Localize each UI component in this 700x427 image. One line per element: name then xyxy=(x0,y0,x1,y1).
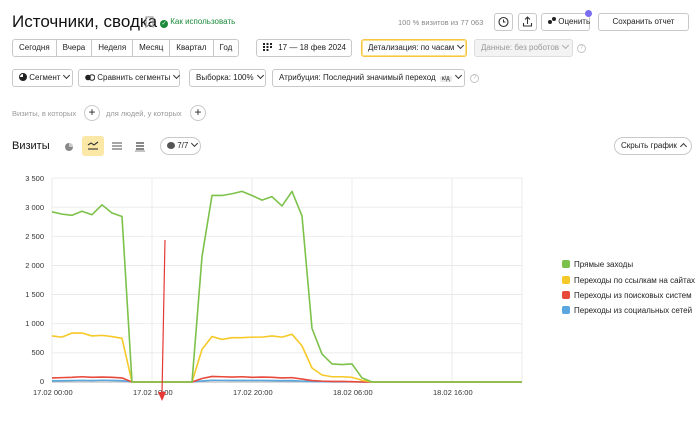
annotation-arrowhead xyxy=(158,392,166,401)
legend-swatch xyxy=(562,260,570,268)
calendar-icon xyxy=(263,41,272,51)
bar-chart-type-icon[interactable] xyxy=(134,140,146,152)
add-visits-condition-button[interactable]: + xyxy=(84,105,100,121)
how-to-use-link[interactable]: ✓ Как использовать xyxy=(160,17,236,28)
period-week[interactable]: Неделя xyxy=(92,40,134,56)
export-button[interactable] xyxy=(518,13,537,31)
line-chart-type-icon[interactable] xyxy=(82,136,104,156)
page-title: Источники, сводка xyxy=(12,12,158,31)
period-today[interactable]: Сегодня xyxy=(13,40,57,56)
info-check-icon: ✓ xyxy=(160,20,168,28)
x-tick-label: 18.02 06:00 xyxy=(333,388,373,397)
y-tick-label: 2 500 xyxy=(25,232,44,241)
series-line-0 xyxy=(51,190,522,383)
people-condition-label: для людей, у которых xyxy=(106,109,182,118)
compare-icon xyxy=(85,71,96,81)
period-month[interactable]: Месяц xyxy=(133,40,171,56)
segment-dropdown[interactable]: Сегмент xyxy=(12,69,73,87)
legend-social-networks[interactable]: Переходы из социальных сетей xyxy=(562,306,692,316)
period-yesterday[interactable]: Вчера xyxy=(57,40,93,56)
y-tick-label: 3 000 xyxy=(25,203,44,212)
sample-dropdown[interactable]: Выборка: 100% xyxy=(189,69,266,87)
y-tick-label: 2 000 xyxy=(25,261,44,270)
y-tick-label: 1 000 xyxy=(25,319,44,328)
legend-search-engines[interactable]: Переходы из поисковых систем xyxy=(562,291,692,301)
legend-link-referrals[interactable]: Переходы по ссылкам на сайтах xyxy=(562,276,695,286)
y-tick-label: 500 xyxy=(31,348,44,357)
bookmark-icon[interactable] xyxy=(145,16,154,28)
period-year[interactable]: Год xyxy=(219,43,233,52)
detail-dropdown[interactable]: Детализация: по часам xyxy=(361,39,467,57)
area-chart-type-icon[interactable] xyxy=(111,140,123,152)
period-quarter[interactable]: Квартал xyxy=(170,40,214,56)
visits-share: 100 % визитов из 77 063 xyxy=(398,18,484,27)
x-tick-label: 17.02 00:00 xyxy=(33,388,73,397)
visits-condition-label: Визиты, в которых xyxy=(12,109,77,118)
y-tick-label: 3 500 xyxy=(25,174,44,183)
help-icon[interactable]: ? xyxy=(577,44,586,53)
upload-icon xyxy=(522,16,533,27)
rate-dots-icon xyxy=(548,17,556,25)
comment-icon xyxy=(167,142,175,149)
pie-chart-type-icon[interactable] xyxy=(62,140,76,154)
data-filter-dropdown[interactable]: Данные: без роботов xyxy=(474,39,573,57)
notification-dot xyxy=(585,10,592,17)
clock-icon xyxy=(498,16,509,28)
history-button[interactable] xyxy=(494,13,513,31)
period-selector: Сегодня Вчера Неделя Месяц Квартал Год xyxy=(12,39,240,57)
rate-button[interactable]: Оценить xyxy=(541,10,592,31)
compare-segments-dropdown[interactable]: Сравнить сегменты xyxy=(78,69,181,87)
add-people-condition-button[interactable]: + xyxy=(190,105,206,121)
legend-direct-visits[interactable]: Прямые заходы xyxy=(562,260,633,270)
pie-icon xyxy=(19,73,27,81)
x-tick-label: 18.02 16:00 xyxy=(433,388,473,397)
x-tick-label: 17.02 10:00 xyxy=(133,388,173,397)
legend-swatch xyxy=(562,291,570,299)
x-tick-label: 17.02 20:00 xyxy=(233,388,273,397)
series-count-dropdown[interactable]: 7/7 xyxy=(160,137,201,155)
date-range-button[interactable]: 17 — 18 фев 2024 xyxy=(256,39,352,57)
help-icon[interactable]: ? xyxy=(470,74,479,83)
series-line-1 xyxy=(51,332,522,383)
y-tick-label: 0 xyxy=(39,377,44,386)
hide-chart-button[interactable]: Скрыть график xyxy=(614,137,692,155)
y-tick-label: 1 500 xyxy=(25,290,44,299)
chart-title: Визиты xyxy=(12,140,50,152)
save-report-button[interactable]: Сохранить отчет xyxy=(598,13,689,31)
attribution-badge: к/д xyxy=(439,76,452,82)
attribution-dropdown[interactable]: Атрибуция: Последний значимый переход к/… xyxy=(272,69,465,87)
annotation-arrow xyxy=(161,239,166,395)
legend-swatch xyxy=(562,276,570,284)
legend-swatch xyxy=(562,306,570,314)
